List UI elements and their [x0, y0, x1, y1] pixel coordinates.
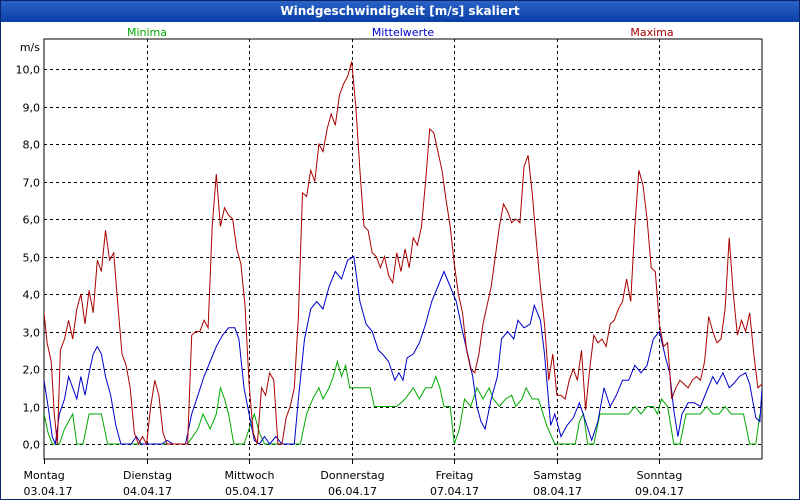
y-tick-label: 3,0	[23, 327, 41, 340]
y-tick-label: 7,0	[23, 177, 41, 190]
plot-frame	[43, 38, 763, 460]
y-tick-label: 8,0	[23, 139, 41, 152]
day-date-label: 05.04.17	[225, 485, 274, 498]
day-name-label: Samstag	[533, 469, 581, 482]
wind-speed-chart: 0,0 1,0 2,0 3,0 4,0 5,0 6,0 7,0 8,0 9,0 10,0 m/s Mo…	[16, 26, 763, 498]
legend-minima: Minima	[127, 26, 167, 39]
y-tick-label: 1,0	[23, 402, 41, 415]
y-tick-label: 9,0	[23, 102, 41, 115]
day-name-label: Montag	[24, 469, 65, 482]
day-name-label: Sonntag	[637, 469, 683, 482]
day-date-label: 07.04.17	[430, 485, 479, 498]
y-axis: 0,0 1,0 2,0 3,0 4,0 5,0 6,0 7,0 8,0 9,0 10,0 m/s	[16, 41, 41, 452]
grid-lines	[43, 38, 763, 460]
day-date-label: 06.04.17	[328, 485, 377, 498]
x-axis: Montag 03.04.17 Dienstag 04.04.17 Mittwoch 05…	[24, 459, 684, 498]
legend-maxima: Maxima	[630, 26, 673, 39]
day-name-label: Dienstag	[123, 469, 172, 482]
legend: Minima Mittelwerte Maxima	[127, 26, 674, 39]
y-axis-label: m/s	[20, 41, 40, 54]
legend-mittelwerte: Mittelwerte	[372, 26, 435, 39]
y-tick-label: 2,0	[23, 364, 41, 377]
day-date-label: 08.04.17	[533, 485, 582, 498]
y-tick-label: 0,0	[23, 439, 41, 452]
y-tick-label: 4,0	[23, 289, 41, 302]
series-lines	[44, 61, 762, 446]
day-date-label: 04.04.17	[123, 485, 172, 498]
series-line-mittelwerte	[44, 255, 762, 446]
day-name-label: Freitag	[436, 469, 474, 482]
day-name-label: Mittwoch	[225, 469, 275, 482]
y-tick-label: 10,0	[16, 64, 41, 77]
day-date-label: 03.04.17	[24, 485, 73, 498]
y-tick-label: 5,0	[23, 252, 41, 265]
window-title: Windgeschwindigkeit [m/s] skaliert	[1, 1, 799, 22]
day-date-label: 09.04.17	[635, 485, 684, 498]
series-line-maxima	[44, 61, 762, 446]
day-name-label: Donnerstag	[320, 469, 384, 482]
y-tick-label: 6,0	[23, 214, 41, 227]
